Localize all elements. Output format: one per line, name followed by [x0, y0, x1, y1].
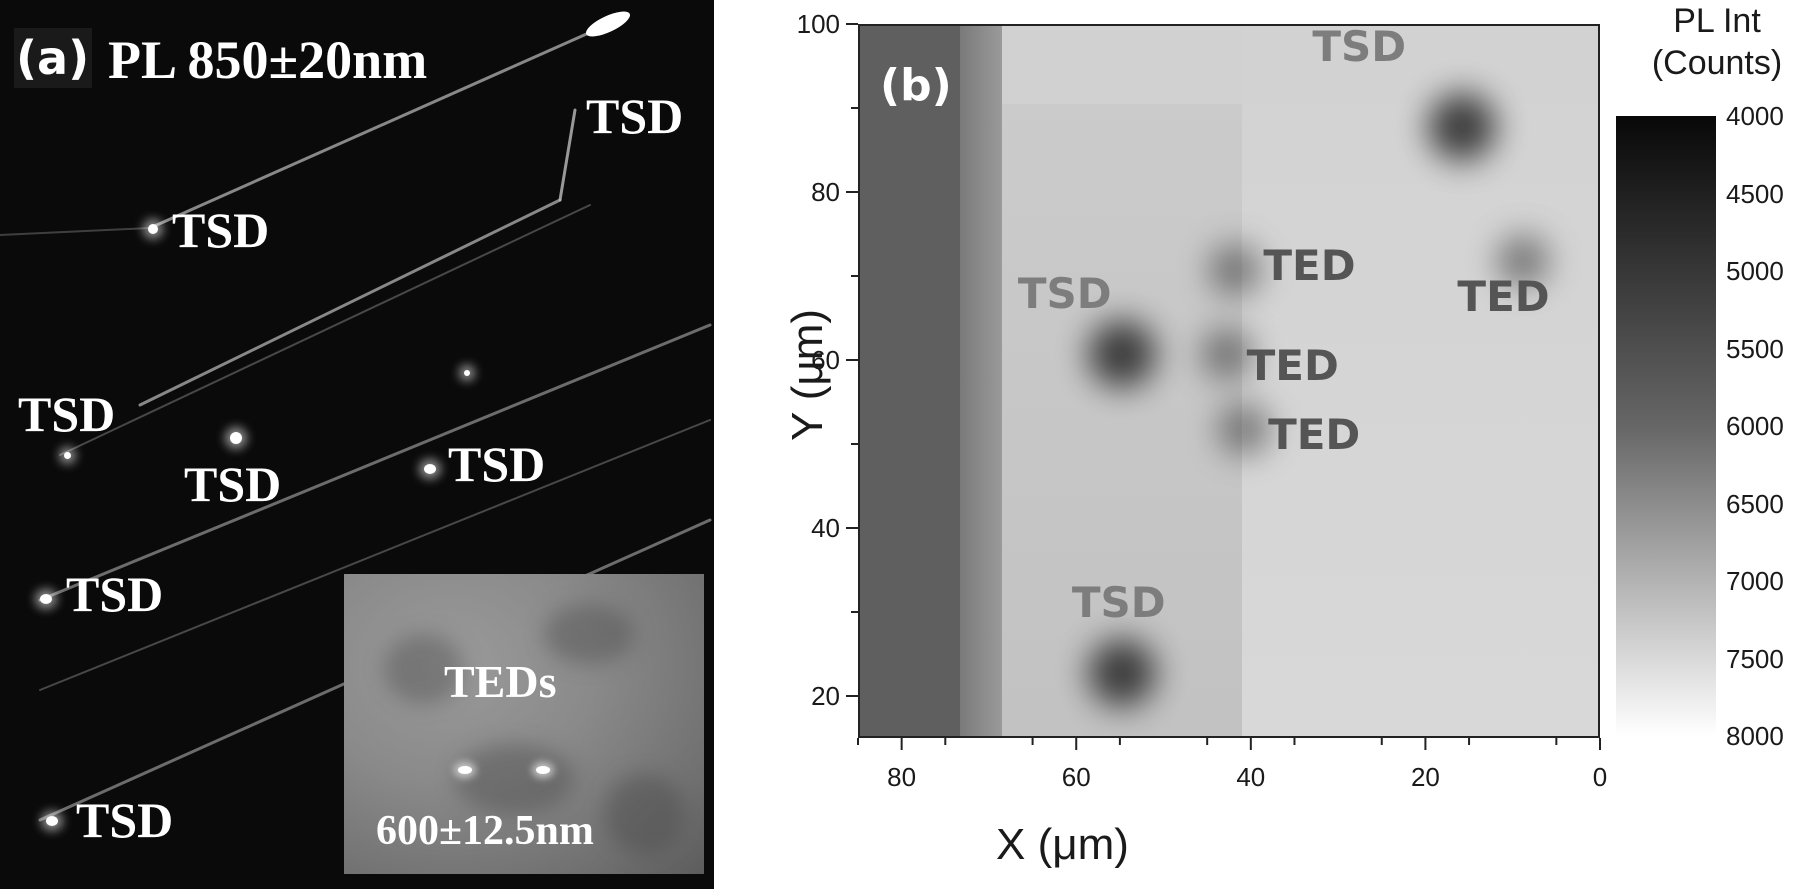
colorbar-tick-label: 6500 [1726, 488, 1784, 519]
y-tick-label: 100 [796, 9, 840, 39]
inset-label: TEDs [444, 656, 557, 707]
defect-dark-spot [1209, 243, 1262, 296]
heatmap-plot-area: (b) TSD TSD TSD TED TED TED TED [858, 24, 1600, 738]
x-tick-label: 40 [1236, 762, 1266, 792]
tsd-spot [46, 816, 58, 826]
y-tick-label: 40 [811, 513, 840, 543]
panel-b-tag: (b) [880, 60, 952, 111]
tsd-label: TSD [172, 202, 270, 258]
panel-b-pl-map: PL Int (Counts) (b) TSD TSD TSD TED TED TED TE… [714, 0, 1800, 889]
defect-dark-spot [1200, 327, 1253, 380]
tsd-label: TSD [66, 566, 164, 622]
colorbar-tick-label: 5500 [1726, 333, 1784, 364]
tsd-label: TSD [448, 436, 546, 492]
y-tick-label: 60 [811, 345, 840, 375]
ted-spot [458, 766, 472, 774]
ted-spot [536, 766, 550, 774]
tsd-spot [148, 224, 158, 234]
tsd-spot [64, 452, 71, 459]
tsd-spot [230, 432, 242, 444]
tsd-label: TSD [18, 386, 116, 442]
inset-wavelength: 600±12.5nm [376, 808, 594, 854]
defect-label: TSD [1312, 24, 1407, 71]
defect-label: TED [1263, 240, 1356, 290]
tsd-spot [424, 464, 436, 474]
colorbar-tick-label: 4000 [1726, 101, 1784, 131]
defect-label: TED [1457, 272, 1550, 322]
colorbar-tick-label: 7500 [1726, 643, 1784, 674]
plot-axes [846, 23, 1601, 750]
tsd-spot [464, 370, 470, 376]
defect-dark-spot [1087, 638, 1156, 707]
colorbar-tick-label: 5000 [1726, 256, 1784, 286]
colorbar-tick-label: 4500 [1726, 178, 1784, 209]
inset-ted-image: TEDs 600±12.5nm [344, 574, 704, 874]
x-tick-label: 0 [1592, 762, 1608, 792]
defect-label: TSD [1071, 577, 1166, 627]
tsd-spot [40, 594, 52, 604]
colorbar-tick-label: 7000 [1726, 566, 1784, 596]
tsd-label: TSD [76, 792, 174, 848]
defect-dark-spot [1428, 92, 1497, 161]
colorbar-title: PL Int (Counts) [1651, 2, 1783, 82]
defect-dark-spot [1087, 319, 1156, 388]
colorbar-tick-label: 6000 [1726, 411, 1784, 441]
colorbar-tick-label: 8000 [1726, 721, 1784, 751]
x-tick-label: 80 [887, 762, 917, 792]
tsd-label: TSD [184, 456, 282, 512]
defect-dark-spot [1218, 403, 1271, 456]
panel-tag-background [14, 28, 92, 88]
x-tick-label: 20 [1410, 762, 1440, 792]
x-tick-label: 60 [1061, 762, 1091, 792]
panel-a-title: PL 850±20nm [108, 30, 428, 90]
y-axis-title: Y (μm) [783, 308, 832, 442]
panel-a-tag: (a) [16, 31, 90, 85]
panel-a-pl-image: (a) PL 850±20nm TSD TSD TSD TSD TSD TSD … [0, 0, 714, 889]
defect-dark-spot [1497, 235, 1550, 288]
defect-label: TED [1246, 340, 1339, 390]
tsd-label: TSD [586, 88, 684, 144]
defect-label: TSD [1017, 268, 1112, 318]
y-tick-label: 80 [811, 177, 840, 207]
y-tick-label: 20 [811, 681, 840, 711]
colorbar [1616, 116, 1716, 736]
x-axis-title: X (μm) [996, 820, 1129, 869]
defect-label: TED [1268, 410, 1361, 460]
